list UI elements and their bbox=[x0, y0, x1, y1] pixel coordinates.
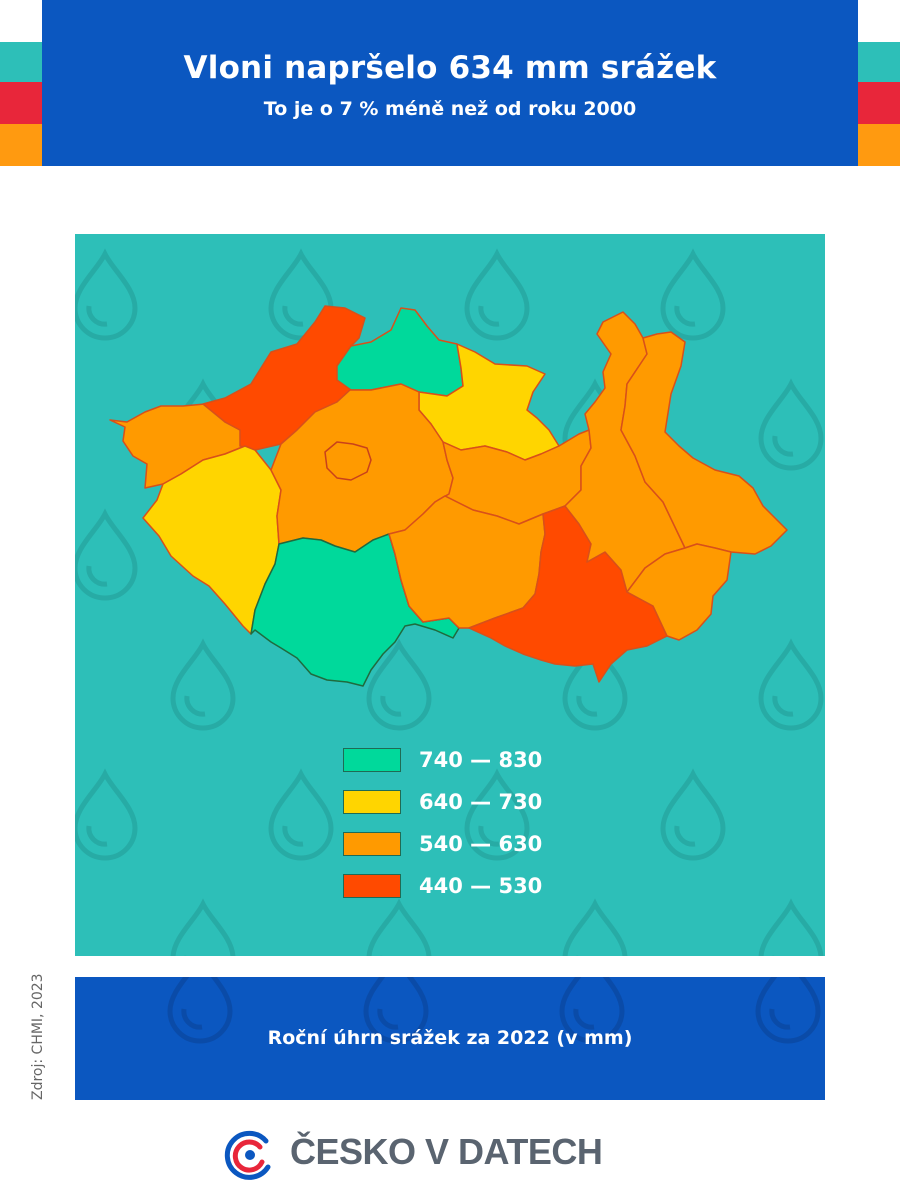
water-drop-icon bbox=[86, 565, 108, 587]
water-drop-icon bbox=[559, 977, 625, 1044]
map-caption: Roční úhrn srážek za 2022 (v mm) bbox=[267, 1027, 633, 1049]
water-drop-icon bbox=[478, 825, 500, 847]
stripe-red-left bbox=[0, 82, 42, 124]
water-drop-icon bbox=[464, 248, 530, 341]
water-drop-icon bbox=[170, 898, 236, 956]
water-drop-icon bbox=[268, 768, 334, 861]
legend-item-640-730: 640 — 730 bbox=[343, 788, 603, 830]
stripe-teal-right bbox=[858, 42, 900, 82]
header-banner: Vloni napršelo 634 mm srážek To je o 7 %… bbox=[42, 0, 858, 166]
water-drop-icon bbox=[75, 508, 138, 601]
water-drop-icon bbox=[573, 1008, 595, 1030]
water-drop-icon bbox=[758, 898, 824, 956]
water-drop-icon bbox=[464, 768, 530, 861]
legend-swatch bbox=[343, 748, 401, 772]
legend-label: 540 — 630 bbox=[419, 832, 543, 856]
water-drop-icon bbox=[769, 1008, 791, 1030]
legend-item-740-830: 740 — 830 bbox=[343, 746, 603, 788]
water-drop-icon bbox=[181, 1008, 203, 1030]
water-drop-icon bbox=[184, 695, 206, 717]
brand: ČESKO V DATECH bbox=[222, 1125, 682, 1180]
page-subtitle: To je o 7 % méně než od roku 2000 bbox=[263, 98, 637, 120]
region-moravskoslezsky bbox=[620, 331, 788, 555]
water-drop-icon bbox=[363, 977, 429, 1044]
source-note: Zdroj: CHMI, 2023 bbox=[30, 973, 46, 1100]
legend-swatch bbox=[343, 874, 401, 898]
water-drop-icon bbox=[170, 638, 236, 731]
water-drop-icon bbox=[758, 638, 824, 731]
legend-label: 440 — 530 bbox=[419, 874, 543, 898]
water-drop-icon bbox=[366, 898, 432, 956]
water-drop-icon bbox=[660, 768, 726, 861]
cesko-v-datech-logo-icon bbox=[224, 1130, 271, 1180]
water-drop-pattern-bottom bbox=[167, 977, 821, 1044]
region-praha bbox=[324, 441, 372, 481]
water-drop-icon bbox=[282, 825, 304, 847]
stripe-red-right bbox=[858, 82, 900, 124]
water-drop-icon bbox=[366, 638, 432, 731]
legend-swatch bbox=[343, 832, 401, 856]
water-drop-icon bbox=[576, 695, 598, 717]
legend-item-440-530: 440 — 530 bbox=[343, 872, 603, 914]
legend-label: 740 — 830 bbox=[419, 748, 543, 772]
water-drop-icon bbox=[86, 825, 108, 847]
water-drop-icon bbox=[167, 977, 233, 1044]
water-drop-icon bbox=[562, 638, 628, 731]
legend-label: 640 — 730 bbox=[419, 790, 543, 814]
brand-name: ČESKO V DATECH bbox=[290, 1131, 603, 1172]
legend-item-540-630: 540 — 630 bbox=[343, 830, 603, 872]
water-drop-icon bbox=[268, 248, 334, 341]
czech-regions-map bbox=[109, 305, 788, 687]
water-drop-icon bbox=[377, 1008, 399, 1030]
water-drop-icon bbox=[380, 695, 402, 717]
region-zlinsky bbox=[626, 543, 732, 641]
stripe-orange-left bbox=[0, 124, 42, 166]
water-drop-icon bbox=[674, 305, 696, 327]
water-drop-icon bbox=[660, 248, 726, 341]
water-drop-icon bbox=[674, 825, 696, 847]
map-panel: 740 — 830 640 — 730 540 — 630 440 — 530 bbox=[75, 234, 825, 956]
water-drop-icon bbox=[755, 977, 821, 1044]
page-title: Vloni napršelo 634 mm srážek bbox=[183, 50, 717, 86]
caption-band: Roční úhrn srážek za 2022 (v mm) bbox=[75, 977, 825, 1100]
water-drop-icon bbox=[478, 305, 500, 327]
map-legend: 740 — 830 640 — 730 540 — 630 440 — 530 bbox=[343, 746, 603, 914]
stripe-orange-right bbox=[858, 124, 900, 166]
legend-swatch bbox=[343, 790, 401, 814]
stripe-teal-left bbox=[0, 42, 42, 82]
water-drop-icon bbox=[86, 305, 108, 327]
water-drop-icon bbox=[758, 378, 824, 471]
water-drop-icon bbox=[282, 305, 304, 327]
water-drop-icon bbox=[772, 435, 794, 457]
water-drop-icon bbox=[562, 898, 628, 956]
water-drop-icon bbox=[75, 768, 138, 861]
water-drop-icon bbox=[75, 248, 138, 341]
water-drop-icon bbox=[772, 695, 794, 717]
region-jihocesky bbox=[250, 533, 460, 687]
